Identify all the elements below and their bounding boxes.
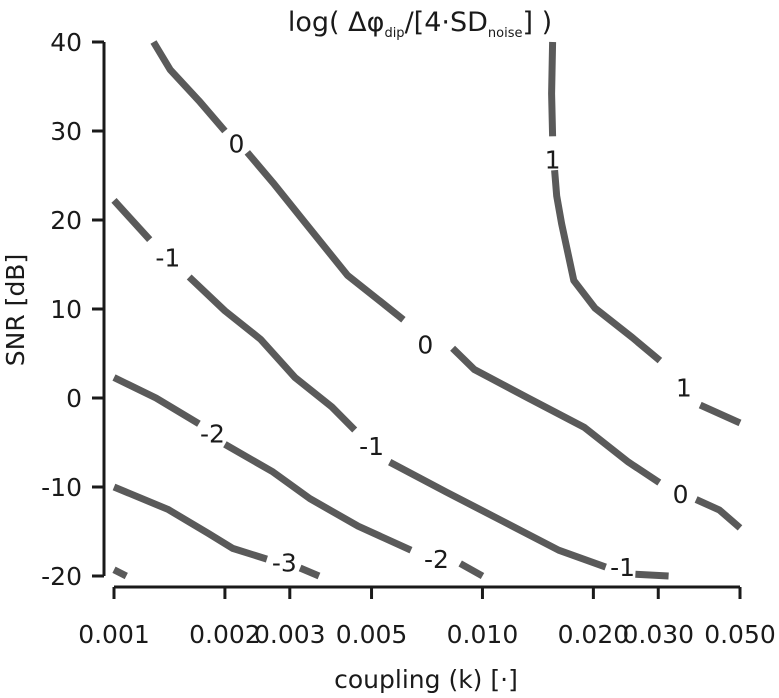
contour-line-0 — [150, 40, 228, 134]
contour-label--1: -1 — [359, 432, 384, 461]
contour-line--3 — [298, 564, 321, 580]
contour-line-0 — [244, 150, 406, 323]
x-tick-label: 0.030 — [622, 620, 694, 649]
contour-line--2 — [458, 560, 485, 580]
contour-labels: -3 -2 -2 -1 -1 -1 0 0 0 1 1 — [155, 129, 691, 582]
contour-label-0: 0 — [417, 331, 433, 360]
y-tick-label: 10 — [50, 295, 82, 324]
contour-line-0 — [450, 345, 662, 486]
contour-line--1 — [635, 570, 669, 580]
x-tick-label: 0.010 — [447, 620, 519, 649]
x-tick-label: 0.003 — [254, 620, 326, 649]
contour-line-0 — [694, 496, 743, 531]
x-tick-label: 0.001 — [78, 620, 150, 649]
y-tick-label: 20 — [50, 206, 82, 235]
x-tick-label: 0.005 — [336, 620, 408, 649]
contour-line-1 — [548, 41, 557, 137]
y-tick-label: 40 — [50, 28, 82, 57]
contour-line--3 — [112, 483, 268, 563]
contour-line--2 — [223, 441, 413, 554]
contour-line-1 — [698, 401, 742, 427]
contour-line--1 — [186, 274, 358, 433]
y-axis-ticks: -20 -10 0 10 20 30 40 — [41, 28, 104, 591]
contour-label-1: 1 — [676, 373, 692, 402]
y-tick-label: 0 — [66, 384, 82, 413]
contour-line-1 — [551, 169, 663, 364]
chart-title: log( Δφdip/[4·SDnoise] ) — [288, 7, 552, 41]
contour-label--2: -2 — [424, 545, 449, 574]
contour-label-1: 1 — [545, 145, 561, 174]
contour-label-0: 0 — [673, 480, 689, 509]
y-tick-label: 30 — [50, 117, 82, 146]
x-tick-label: 0.050 — [704, 620, 776, 649]
y-tick-label: -10 — [41, 473, 82, 502]
contour-line--2 — [112, 374, 201, 427]
y-tick-label: -20 — [41, 562, 82, 591]
contour-line--1 — [111, 198, 153, 242]
contour-lines — [111, 40, 743, 580]
x-tick-label: 0.002 — [189, 620, 261, 649]
contour-line--1 — [388, 459, 607, 571]
contour-label--1: -1 — [610, 553, 635, 582]
contour-label--2: -2 — [200, 420, 225, 449]
contour-label-0: 0 — [229, 129, 245, 158]
x-tick-label: 0.020 — [558, 620, 630, 649]
contour-line--3 — [112, 566, 128, 580]
x-axis-title: coupling (k) [·] — [334, 665, 518, 694]
contour-label--1: -1 — [155, 243, 180, 272]
contour-label--3: -3 — [272, 549, 297, 578]
y-axis-title: SNR [dB] — [1, 254, 30, 366]
